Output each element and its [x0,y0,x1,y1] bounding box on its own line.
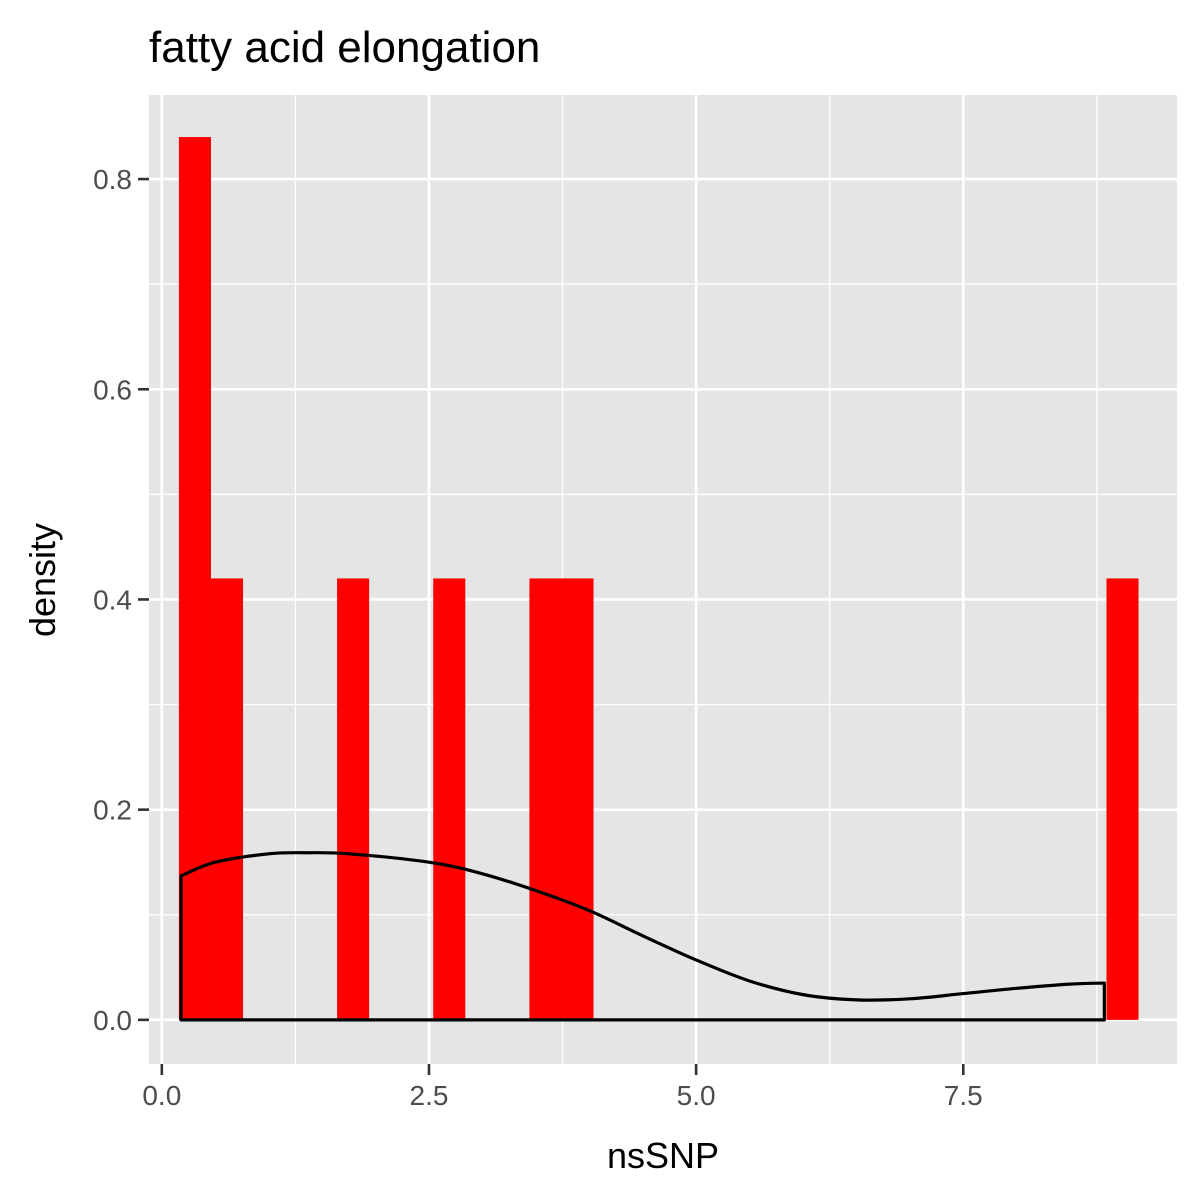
y-tick-label: 0.4 [93,584,132,615]
x-axis: 0.0 2.5 5.0 7.5 [142,1064,983,1111]
histogram-bar [433,578,466,1020]
y-tick-label: 0.8 [93,164,132,195]
histogram-bars [178,137,1139,1020]
histogram-bar [1106,578,1139,1020]
x-axis-title: nsSNP [607,1135,719,1176]
y-axis: 0.0 0.2 0.4 0.6 0.8 [93,164,149,1036]
x-tick-label: 2.5 [410,1080,449,1111]
y-tick-label: 0.6 [93,374,132,405]
histogram-bar [178,137,211,1020]
chart-title: fatty acid elongation [149,23,540,72]
y-tick-label: 0.0 [93,1005,132,1036]
y-tick-label: 0.2 [93,795,132,826]
panel-background [149,95,1177,1064]
x-tick-label: 7.5 [944,1080,983,1111]
histogram-bar [561,578,594,1020]
y-axis-title: density [22,523,63,637]
histogram-bar [529,578,562,1020]
minor-gridlines [149,95,1177,1064]
density-curve [179,851,1106,1022]
histogram-bar [337,578,370,1020]
histogram-bar [210,578,244,1020]
x-tick-label: 0.0 [142,1080,181,1111]
density-curve-layer [179,851,1106,1022]
x-tick-label: 5.0 [677,1080,716,1111]
